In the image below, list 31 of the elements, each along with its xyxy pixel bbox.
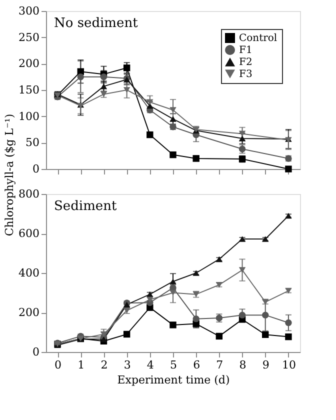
x-tick-label: 4 [146, 358, 154, 372]
y-tick-label: 0 [32, 346, 40, 358]
x-tick-label: 3 [124, 358, 131, 372]
x-tick-label: 10 [282, 358, 296, 372]
x-tick-label: 1 [78, 358, 85, 372]
legend-label: Control [239, 33, 278, 44]
legend-label: F2 [239, 57, 252, 68]
y-tick-label: 400 [18, 266, 40, 280]
y-axis-title: Chlorophyll-a ($g L⁻¹) [3, 114, 16, 236]
x-tick-label: 7 [216, 358, 224, 372]
y-tick-label: 800 [18, 188, 40, 200]
x-tick-label: 2 [100, 358, 108, 372]
y-tick-label: 0 [32, 162, 40, 176]
x-tick-label: 8 [239, 358, 246, 372]
legend-label: F3 [239, 69, 252, 80]
y-tick-label: 300 [18, 4, 40, 18]
annotation: Sediment [54, 199, 118, 214]
x-tick-label: 0 [54, 358, 62, 372]
y-tick-label: 100 [18, 110, 40, 123]
y-tick-label: 600 [18, 227, 40, 240]
y-tick-label: 200 [18, 306, 40, 319]
x-axis-title: Experiment time (d) [117, 374, 230, 386]
x-tick-label: 6 [193, 358, 200, 372]
legend-label: F1 [239, 45, 252, 56]
x-tick-label: 9 [262, 358, 270, 372]
y-tick-label: 50 [26, 136, 40, 150]
y-tick-label: 200 [18, 57, 40, 70]
y-tick-label: 250 [18, 30, 40, 44]
annotation: No sediment [54, 16, 139, 31]
y-tick-label: 150 [18, 84, 40, 96]
x-tick-label: 5 [170, 358, 177, 372]
